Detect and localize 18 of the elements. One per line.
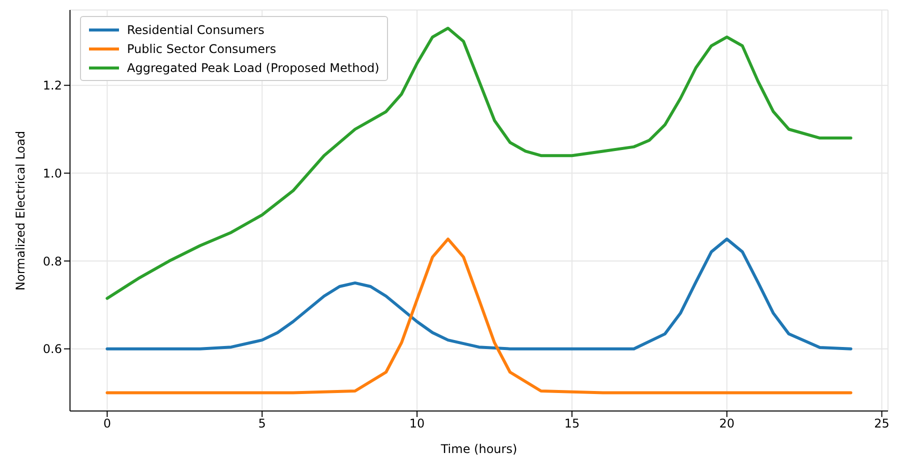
- line-series: [106, 26, 852, 300]
- y-tick-label: 0.8: [42, 254, 62, 268]
- y-tick-label: 1.2: [42, 78, 62, 93]
- legend-label: Aggregated Peak Load (Proposed Method): [127, 60, 380, 74]
- x-tick-label: 0: [103, 416, 111, 431]
- line-series: [106, 238, 852, 394]
- y-tick-label: 1.0: [42, 166, 62, 180]
- line-series: [106, 238, 852, 350]
- x-tick-label: 5: [258, 416, 266, 431]
- x-tick-label: 25: [874, 416, 890, 431]
- x-tick-label: 15: [564, 416, 580, 431]
- y-tick-label: 0.6: [42, 342, 62, 356]
- x-tick-label: 20: [719, 416, 735, 431]
- x-tick-label: 10: [409, 416, 425, 431]
- y-axis-title: Normalized Electrical Load: [13, 130, 28, 290]
- legend-label: Public Sector Consumers: [127, 42, 276, 56]
- x-axis-title: Time (hours): [440, 442, 518, 456]
- legend-label: Residential Consumers: [127, 22, 264, 36]
